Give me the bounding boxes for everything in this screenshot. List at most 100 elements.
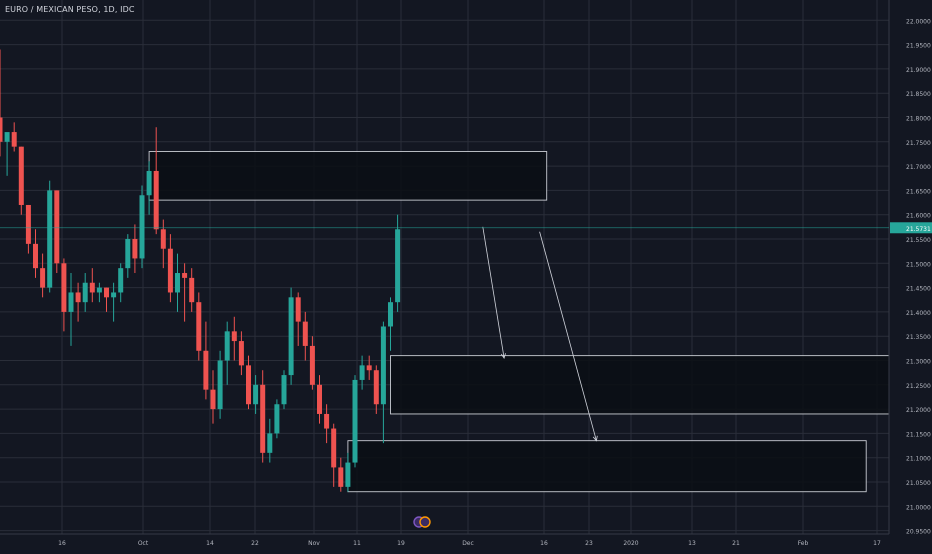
y-tick-label: 22.0500 [906, 0, 931, 1]
candle-body [139, 195, 145, 259]
x-tick-label: Feb [798, 540, 809, 547]
y-tick-label: 21.5500 [906, 237, 931, 244]
y-tick-label: 21.8000 [906, 116, 931, 123]
x-tick-label: 21 [732, 540, 740, 547]
candle-body [324, 413, 330, 429]
candle-body [33, 243, 38, 269]
supply-demand-zone [390, 355, 890, 415]
candle-body [132, 239, 138, 259]
y-tick-label: 21.6000 [906, 213, 931, 220]
y-tick-label: 21.3500 [906, 334, 931, 341]
candle-body [175, 273, 180, 293]
candle-body [309, 345, 315, 385]
y-tick-label: 22.0000 [906, 18, 931, 25]
candle-body [96, 287, 102, 293]
projection-arrow-line [539, 231, 597, 441]
x-tick-label: 19 [397, 540, 405, 547]
y-tick-label: 21.3000 [906, 359, 931, 366]
candle-body [260, 384, 266, 453]
x-tick-label: 14 [206, 540, 214, 547]
y-tick-label: 21.0000 [906, 504, 931, 511]
arrows [482, 226, 598, 442]
candle-body [40, 268, 46, 288]
candle-body [231, 331, 237, 342]
candle-body [125, 239, 131, 269]
y-tick-label: 21.6500 [906, 188, 931, 195]
candle-body [302, 321, 308, 346]
candle-body [366, 365, 372, 371]
candle-body [4, 132, 10, 142]
candle-body [253, 384, 259, 405]
candle-body [246, 365, 251, 405]
projection-arrow-line [482, 226, 505, 359]
candle-body [104, 287, 109, 298]
candle-body [267, 433, 273, 453]
candle-body [25, 204, 31, 244]
candle-body [189, 277, 195, 303]
candle-body [111, 292, 117, 298]
y-tick-label: 21.9500 [906, 43, 931, 50]
x-tick-label: Dec [462, 540, 474, 547]
y-tick-label: 21.8500 [906, 91, 931, 98]
candle-body [11, 132, 17, 147]
x-tick-label: 17 [873, 540, 881, 547]
candle-body [274, 404, 280, 434]
y-tick-label: 21.1500 [906, 431, 931, 438]
candle-body [203, 350, 209, 390]
last-price-tag [890, 222, 932, 234]
candles [0, 49, 401, 492]
y-tick-label: 21.9000 [906, 67, 931, 74]
last-price-label: 21.5731 [906, 226, 931, 233]
candle-body [118, 268, 124, 293]
y-tick-label: 21.2500 [906, 383, 931, 390]
candle-body [196, 302, 202, 351]
candle-body [338, 467, 344, 487]
candle-body [146, 170, 152, 196]
y-tick-label: 21.4000 [906, 310, 931, 317]
projection-arrow-head [500, 353, 506, 359]
y-tick-label: 21.1000 [906, 456, 931, 463]
y-tick-label: 21.2000 [906, 407, 931, 414]
supply-demand-zone [148, 151, 548, 201]
x-tick-label: 16 [540, 540, 548, 547]
y-tick-label: 21.7500 [906, 140, 931, 147]
candle-body [167, 248, 173, 293]
x-tick-label: Nov [308, 540, 320, 547]
candle-body [75, 292, 81, 303]
candle-body [359, 365, 365, 380]
supply-demand-zone [347, 440, 867, 493]
candle-body [68, 292, 74, 312]
candle-body [210, 389, 216, 410]
chart-title: EURO / MEXICAN PESO, 1D, IDC [5, 5, 135, 14]
y-tick-label: 21.5000 [906, 261, 931, 268]
candle-body [224, 331, 230, 361]
y-tick-label: 21.7000 [906, 164, 931, 171]
candle-body [345, 462, 351, 487]
candle-body [288, 297, 294, 376]
candle-body [380, 326, 386, 405]
candle-body [61, 263, 67, 312]
candle-body [47, 190, 53, 288]
y-tick-label: 20.9500 [906, 529, 931, 536]
candle-body [388, 302, 393, 327]
projection-arrow-head [592, 435, 598, 442]
candle-body [217, 360, 223, 410]
candle-body [82, 282, 88, 303]
candle-body [54, 190, 60, 264]
zones [148, 151, 890, 493]
x-tick-label: 16 [58, 540, 66, 547]
x-tick-label: 13 [688, 540, 696, 547]
candle-body [18, 146, 24, 205]
candle-body [395, 229, 401, 303]
x-tick-label: Oct [138, 540, 149, 547]
grid [0, 0, 889, 534]
candle-body [331, 428, 337, 468]
tradingview-logo-icon [413, 516, 431, 528]
x-tick-label: 22 [251, 540, 259, 547]
candle-body [373, 370, 379, 405]
candle-body [238, 341, 244, 366]
x-tick-label: 2020 [623, 540, 638, 547]
